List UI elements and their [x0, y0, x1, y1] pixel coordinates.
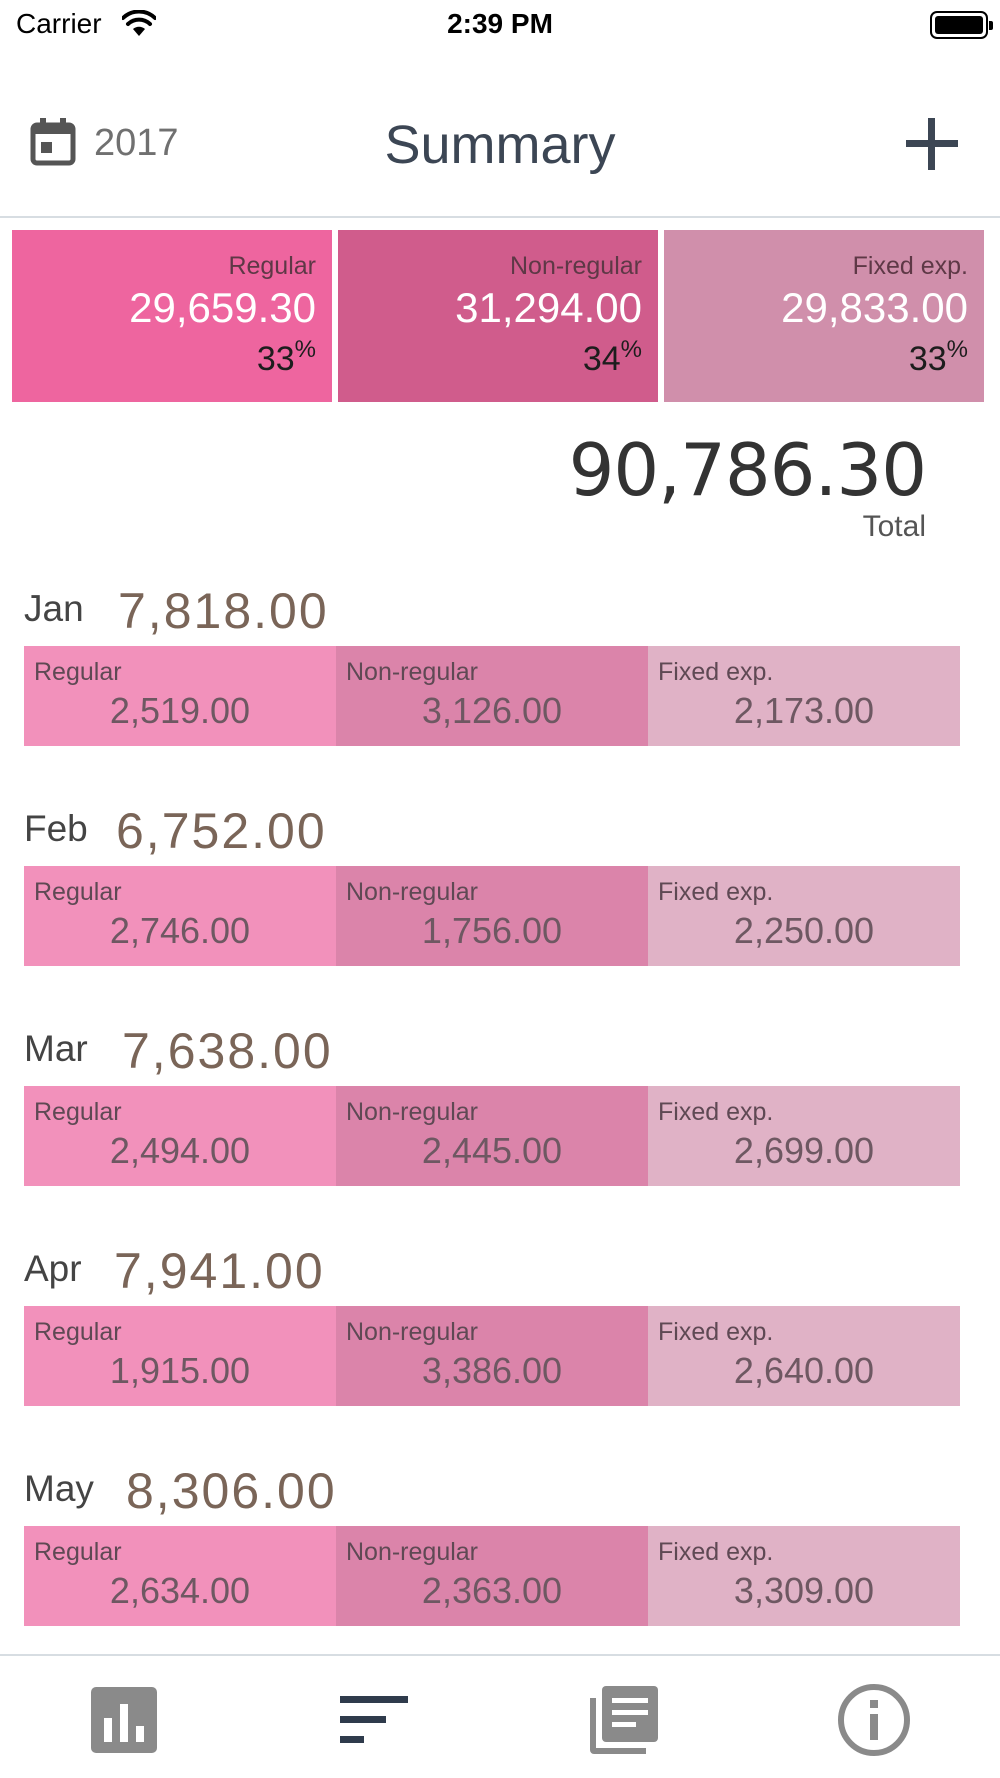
fixed-label: Fixed exp.	[658, 658, 774, 686]
battery-icon	[930, 11, 993, 39]
month-name: Mar	[24, 1028, 88, 1069]
fixed-value: 3,309.00	[733, 1570, 875, 1611]
regular-label: Regular	[34, 1538, 122, 1566]
fixed-cell[interactable]: Fixed exp. 2,699.00	[648, 1086, 960, 1186]
summary-fixed-label: Fixed exp.	[852, 252, 968, 280]
regular-cell[interactable]: Regular 2,746.00	[24, 866, 336, 966]
fixed-cell[interactable]: Fixed exp. 3,309.00	[648, 1526, 960, 1626]
month-name: Feb	[24, 808, 88, 849]
nonregular-label: Non-regular	[346, 878, 479, 906]
month-breakdown: Regular 2,634.00 Non-regular 2,363.00 Fixe…	[24, 1526, 960, 1626]
nonregular-cell[interactable]: Non-regular 3,126.00	[336, 646, 648, 746]
fixed-label: Fixed exp.	[658, 878, 774, 906]
month-apr[interactable]: Apr 7,941.00 Regular 1,915.00 Non-regular…	[0, 1243, 1000, 1458]
month-name: May	[24, 1468, 94, 1509]
fixed-value: 2,640.00	[733, 1350, 875, 1391]
summary-nonregular[interactable]: Non-regular 31,294.00 34%	[338, 230, 658, 402]
regular-value: 1,915.00	[109, 1350, 251, 1391]
summary-fixed[interactable]: Fixed exp. 29,833.00 33%	[664, 230, 984, 402]
nav-bar: 2017 Summary	[0, 92, 1000, 218]
page-title: Summary	[384, 115, 616, 175]
carrier-label: Carrier	[16, 8, 102, 39]
nonregular-label: Non-regular	[346, 658, 479, 686]
regular-value: 2,746.00	[109, 910, 251, 951]
summary-fixed-value: 29,833.00	[781, 284, 968, 331]
summary-nonregular-percent: 34%	[582, 336, 642, 378]
tab-bar	[0, 1654, 1000, 1778]
summary-fixed-percent: 33%	[908, 336, 968, 378]
regular-cell[interactable]: Regular 2,519.00	[24, 646, 336, 746]
nonregular-cell[interactable]: Non-regular 2,445.00	[336, 1086, 648, 1186]
total-label: Total	[862, 510, 926, 543]
fixed-cell[interactable]: Fixed exp. 2,640.00	[648, 1306, 960, 1406]
month-total: 7,818.00	[118, 583, 329, 639]
regular-label: Regular	[34, 878, 122, 906]
month-breakdown: Regular 2,494.00 Non-regular 2,445.00 Fixe…	[24, 1086, 960, 1186]
fixed-value: 2,173.00	[733, 690, 875, 731]
nonregular-value: 2,363.00	[421, 1570, 563, 1611]
fixed-label: Fixed exp.	[658, 1318, 774, 1346]
fixed-cell[interactable]: Fixed exp. 2,250.00	[648, 866, 960, 966]
add-button[interactable]	[906, 118, 958, 170]
regular-cell[interactable]: Regular 2,494.00	[24, 1086, 336, 1186]
regular-cell[interactable]: Regular 2,634.00	[24, 1526, 336, 1626]
regular-label: Regular	[34, 658, 122, 686]
month-total: 7,638.00	[122, 1023, 333, 1079]
month-total: 7,941.00	[114, 1243, 325, 1299]
info-icon[interactable]	[836, 1682, 912, 1758]
summary-regular-value: 29,659.30	[129, 284, 316, 331]
nonregular-value: 2,445.00	[421, 1130, 563, 1171]
regular-value: 2,494.00	[109, 1130, 251, 1171]
calendar-icon[interactable]	[30, 118, 76, 166]
nonregular-cell[interactable]: Non-regular 2,363.00	[336, 1526, 648, 1626]
month-breakdown: Regular 2,746.00 Non-regular 1,756.00 Fixe…	[24, 866, 960, 966]
summary-nonregular-label: Non-regular	[509, 252, 642, 280]
clock: 2:39 PM	[447, 8, 553, 39]
status-bar: Carrier 2:39 PM	[0, 0, 1000, 50]
nonregular-label: Non-regular	[346, 1318, 479, 1346]
fixed-value: 2,250.00	[733, 910, 875, 951]
fixed-value: 2,699.00	[733, 1130, 875, 1171]
nonregular-value: 3,386.00	[421, 1350, 563, 1391]
month-breakdown: Regular 2,519.00 Non-regular 3,126.00 Fixe…	[24, 646, 960, 746]
regular-label: Regular	[34, 1098, 122, 1126]
summary-regular[interactable]: Regular 29,659.30 33%	[12, 230, 332, 402]
month-may[interactable]: May 8,306.00 Regular 2,634.00 Non-regular…	[0, 1463, 1000, 1678]
bar-chart-icon[interactable]	[86, 1682, 162, 1758]
fixed-label: Fixed exp.	[658, 1098, 774, 1126]
month-name: Jan	[24, 588, 84, 629]
summary-nonregular-value: 31,294.00	[455, 284, 642, 331]
total-value: 90,786.30	[568, 428, 927, 512]
nonregular-cell[interactable]: Non-regular 1,756.00	[336, 866, 648, 966]
regular-value: 2,519.00	[109, 690, 251, 731]
fixed-cell[interactable]: Fixed exp. 2,173.00	[648, 646, 960, 746]
month-name: Apr	[24, 1248, 82, 1289]
month-jan[interactable]: Jan 7,818.00 Regular 2,519.00 Non-regular…	[0, 583, 1000, 798]
month-mar[interactable]: Mar 7,638.00 Regular 2,494.00 Non-regular…	[0, 1023, 1000, 1238]
nonregular-label: Non-regular	[346, 1538, 479, 1566]
month-breakdown: Regular 1,915.00 Non-regular 3,386.00 Fixe…	[24, 1306, 960, 1406]
year-selector[interactable]: 2017	[94, 122, 179, 164]
summary-regular-percent: 33%	[256, 336, 316, 378]
nonregular-cell[interactable]: Non-regular 3,386.00	[336, 1306, 648, 1406]
regular-label: Regular	[34, 1318, 122, 1346]
month-total: 6,752.00	[116, 803, 327, 859]
regular-cell[interactable]: Regular 1,915.00	[24, 1306, 336, 1406]
nonregular-value: 3,126.00	[421, 690, 563, 731]
fixed-label: Fixed exp.	[658, 1538, 774, 1566]
nonregular-label: Non-regular	[346, 1098, 479, 1126]
summary-regular-label: Regular	[228, 252, 316, 280]
sort-list-icon[interactable]	[336, 1682, 412, 1758]
month-feb[interactable]: Feb 6,752.00 Regular 2,746.00 Non-regular…	[0, 803, 1000, 1018]
document-list-icon[interactable]	[586, 1682, 662, 1758]
wifi-icon	[122, 10, 156, 36]
regular-value: 2,634.00	[109, 1570, 251, 1611]
month-total: 8,306.00	[126, 1463, 337, 1519]
nonregular-value: 1,756.00	[421, 910, 563, 951]
